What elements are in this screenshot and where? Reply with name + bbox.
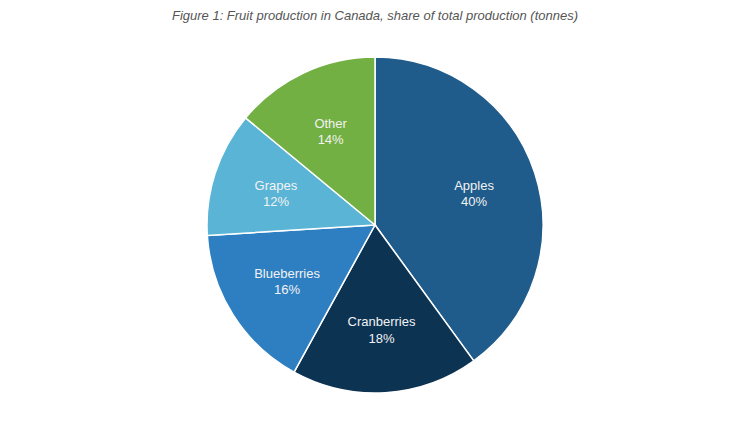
slice-value: 12% [263, 194, 289, 209]
pie-slice [246, 57, 375, 225]
chart-container: Figure 1: Fruit production in Canada, sh… [0, 0, 750, 422]
slice-value: 16% [274, 282, 300, 297]
slice-category: Grapes [255, 178, 298, 193]
slice-category: Apples [454, 178, 494, 193]
slice-category: Blueberries [254, 266, 320, 281]
slice-label: Apples40% [454, 178, 494, 210]
slice-label: Grapes12% [255, 178, 298, 210]
pie-slices [207, 57, 543, 393]
slice-category: Cranberries [348, 314, 416, 329]
pie-labels: Apples40% Cranberries 18% Blueberries16% Gra… [254, 116, 494, 346]
slice-label: Cranberries 18% [348, 314, 416, 346]
slice-label: Other14% [314, 116, 347, 148]
slice-label: Blueberries16% [254, 266, 320, 298]
pie-slice [207, 225, 375, 372]
chart-title: Figure 1: Fruit production in Canada, sh… [172, 8, 578, 23]
slice-value: 40% [461, 194, 487, 209]
slice-category: Other [314, 116, 347, 131]
slice-value: 14% [318, 132, 344, 147]
slice-value: 18% [369, 331, 395, 346]
chart-svg: Figure 1: Fruit production in Canada, sh… [0, 0, 750, 422]
